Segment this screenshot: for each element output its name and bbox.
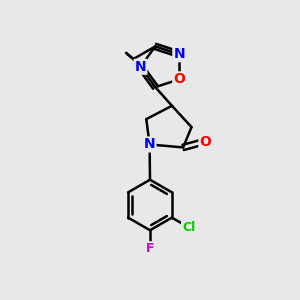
Text: O: O: [200, 135, 211, 149]
Text: F: F: [146, 242, 154, 255]
Text: Cl: Cl: [182, 221, 195, 234]
Text: N: N: [173, 47, 185, 61]
Text: O: O: [173, 72, 185, 86]
Text: N: N: [135, 60, 146, 74]
Text: N: N: [144, 137, 155, 152]
